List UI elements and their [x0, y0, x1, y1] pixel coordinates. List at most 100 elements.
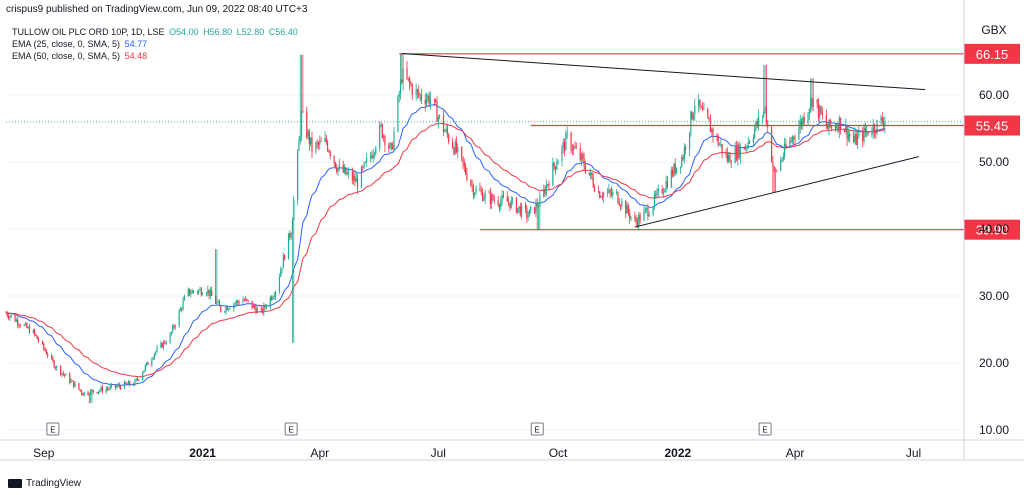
- candle-body: [237, 300, 239, 303]
- candle-body: [243, 299, 245, 301]
- candle-body: [105, 388, 107, 392]
- candle-body: [384, 136, 386, 146]
- candle-body: [735, 147, 738, 160]
- candle-body: [435, 99, 437, 103]
- candle-body: [655, 194, 657, 196]
- candle-body: [425, 99, 428, 105]
- candle-body: [466, 173, 468, 181]
- candle-body: [858, 131, 860, 136]
- candle-body: [556, 164, 558, 170]
- candle-body: [606, 192, 609, 194]
- candle-body: [190, 293, 192, 295]
- candle-body: [53, 360, 55, 368]
- candle-body: [653, 194, 656, 207]
- candle-body: [215, 295, 217, 304]
- candle-body: [337, 168, 339, 172]
- candle-body: [603, 192, 605, 198]
- candle-body: [325, 137, 327, 143]
- candle-body: [882, 122, 885, 127]
- level-price-label: 66.15: [976, 47, 1009, 62]
- legend-ema50-row: EMA (50, close, 0, SMA, 5) 54.48: [12, 50, 300, 62]
- candle-body: [872, 124, 874, 134]
- candle-body: [300, 110, 303, 136]
- candle-body: [657, 188, 659, 192]
- candle-body: [773, 167, 775, 172]
- level-price-label: 55.45: [976, 119, 1009, 134]
- x-tick-label: Apr: [786, 446, 805, 460]
- candle-body: [838, 117, 840, 132]
- candle-body: [455, 141, 458, 152]
- candle-body: [836, 127, 838, 129]
- candle-body: [411, 85, 413, 95]
- candle-body: [539, 196, 541, 207]
- candle-body: [725, 152, 727, 154]
- candle-body: [682, 157, 684, 160]
- candle-body: [445, 128, 447, 131]
- candle-body: [675, 167, 678, 173]
- ema25-label: EMA (25, close, 0, SMA, 5): [12, 39, 121, 49]
- candle-body: [718, 144, 721, 146]
- x-tick-label: 2021: [189, 446, 216, 460]
- candle-body: [748, 141, 751, 143]
- level-price-tag: [964, 115, 1020, 136]
- candle-body: [475, 188, 477, 194]
- candle-body: [178, 310, 180, 326]
- candle-body: [398, 94, 400, 97]
- candle-body: [463, 163, 465, 167]
- candle-body: [834, 126, 836, 129]
- candle-body: [433, 98, 435, 100]
- candle-body: [601, 196, 603, 198]
- candle-body: [334, 162, 337, 168]
- candle-body: [442, 115, 445, 132]
- earnings-marker-label: E: [50, 426, 55, 435]
- candle-body: [393, 131, 395, 150]
- ema50-label: EMA (50, close, 0, SMA, 5): [12, 51, 121, 61]
- candle-body: [388, 145, 390, 149]
- candle-body: [739, 146, 741, 158]
- candle-body: [47, 354, 49, 356]
- chart-legend: TULLOW OIL PLC ORD 10P, 1D, LSE O54.00 H…: [12, 26, 300, 62]
- candle-body: [721, 144, 723, 153]
- candle-body: [703, 108, 705, 110]
- candle-body: [265, 307, 268, 308]
- candle-body: [509, 202, 511, 208]
- candle-body: [373, 153, 376, 155]
- candle-body: [685, 147, 687, 150]
- candle-body: [390, 143, 393, 145]
- candle-body: [354, 175, 356, 182]
- y-tick-label: 10.00: [979, 423, 1009, 437]
- candle-body: [363, 162, 365, 168]
- candle-body: [233, 304, 235, 309]
- candle-body: [608, 189, 610, 193]
- candle-body: [329, 151, 331, 157]
- candle-body: [875, 132, 877, 134]
- candle-body: [688, 132, 691, 150]
- candle-body: [88, 394, 90, 396]
- level-price-tag: [964, 219, 1020, 240]
- candle-body: [574, 146, 576, 148]
- candle-body: [8, 315, 10, 319]
- candle-body: [780, 160, 782, 171]
- candle-body: [498, 204, 501, 207]
- candle-body: [43, 343, 45, 349]
- candle-body: [565, 133, 567, 151]
- candle-body: [97, 391, 100, 394]
- candle-body: [19, 325, 21, 327]
- currency-label: GBX: [981, 23, 1006, 37]
- candle-body: [101, 387, 103, 392]
- ema50-value: 54.48: [124, 51, 148, 61]
- candle-body: [254, 305, 256, 308]
- candle-body: [720, 144, 722, 145]
- candle-body: [583, 158, 585, 167]
- candle-body: [846, 125, 848, 140]
- candle-body: [707, 108, 709, 118]
- candle-body: [480, 190, 482, 192]
- candle-body: [146, 362, 148, 366]
- candle-body: [726, 153, 728, 161]
- candle-body: [360, 167, 363, 188]
- candle-body: [199, 288, 201, 290]
- candle-body: [174, 325, 176, 328]
- candle-body: [452, 141, 454, 148]
- candle-body: [880, 117, 882, 120]
